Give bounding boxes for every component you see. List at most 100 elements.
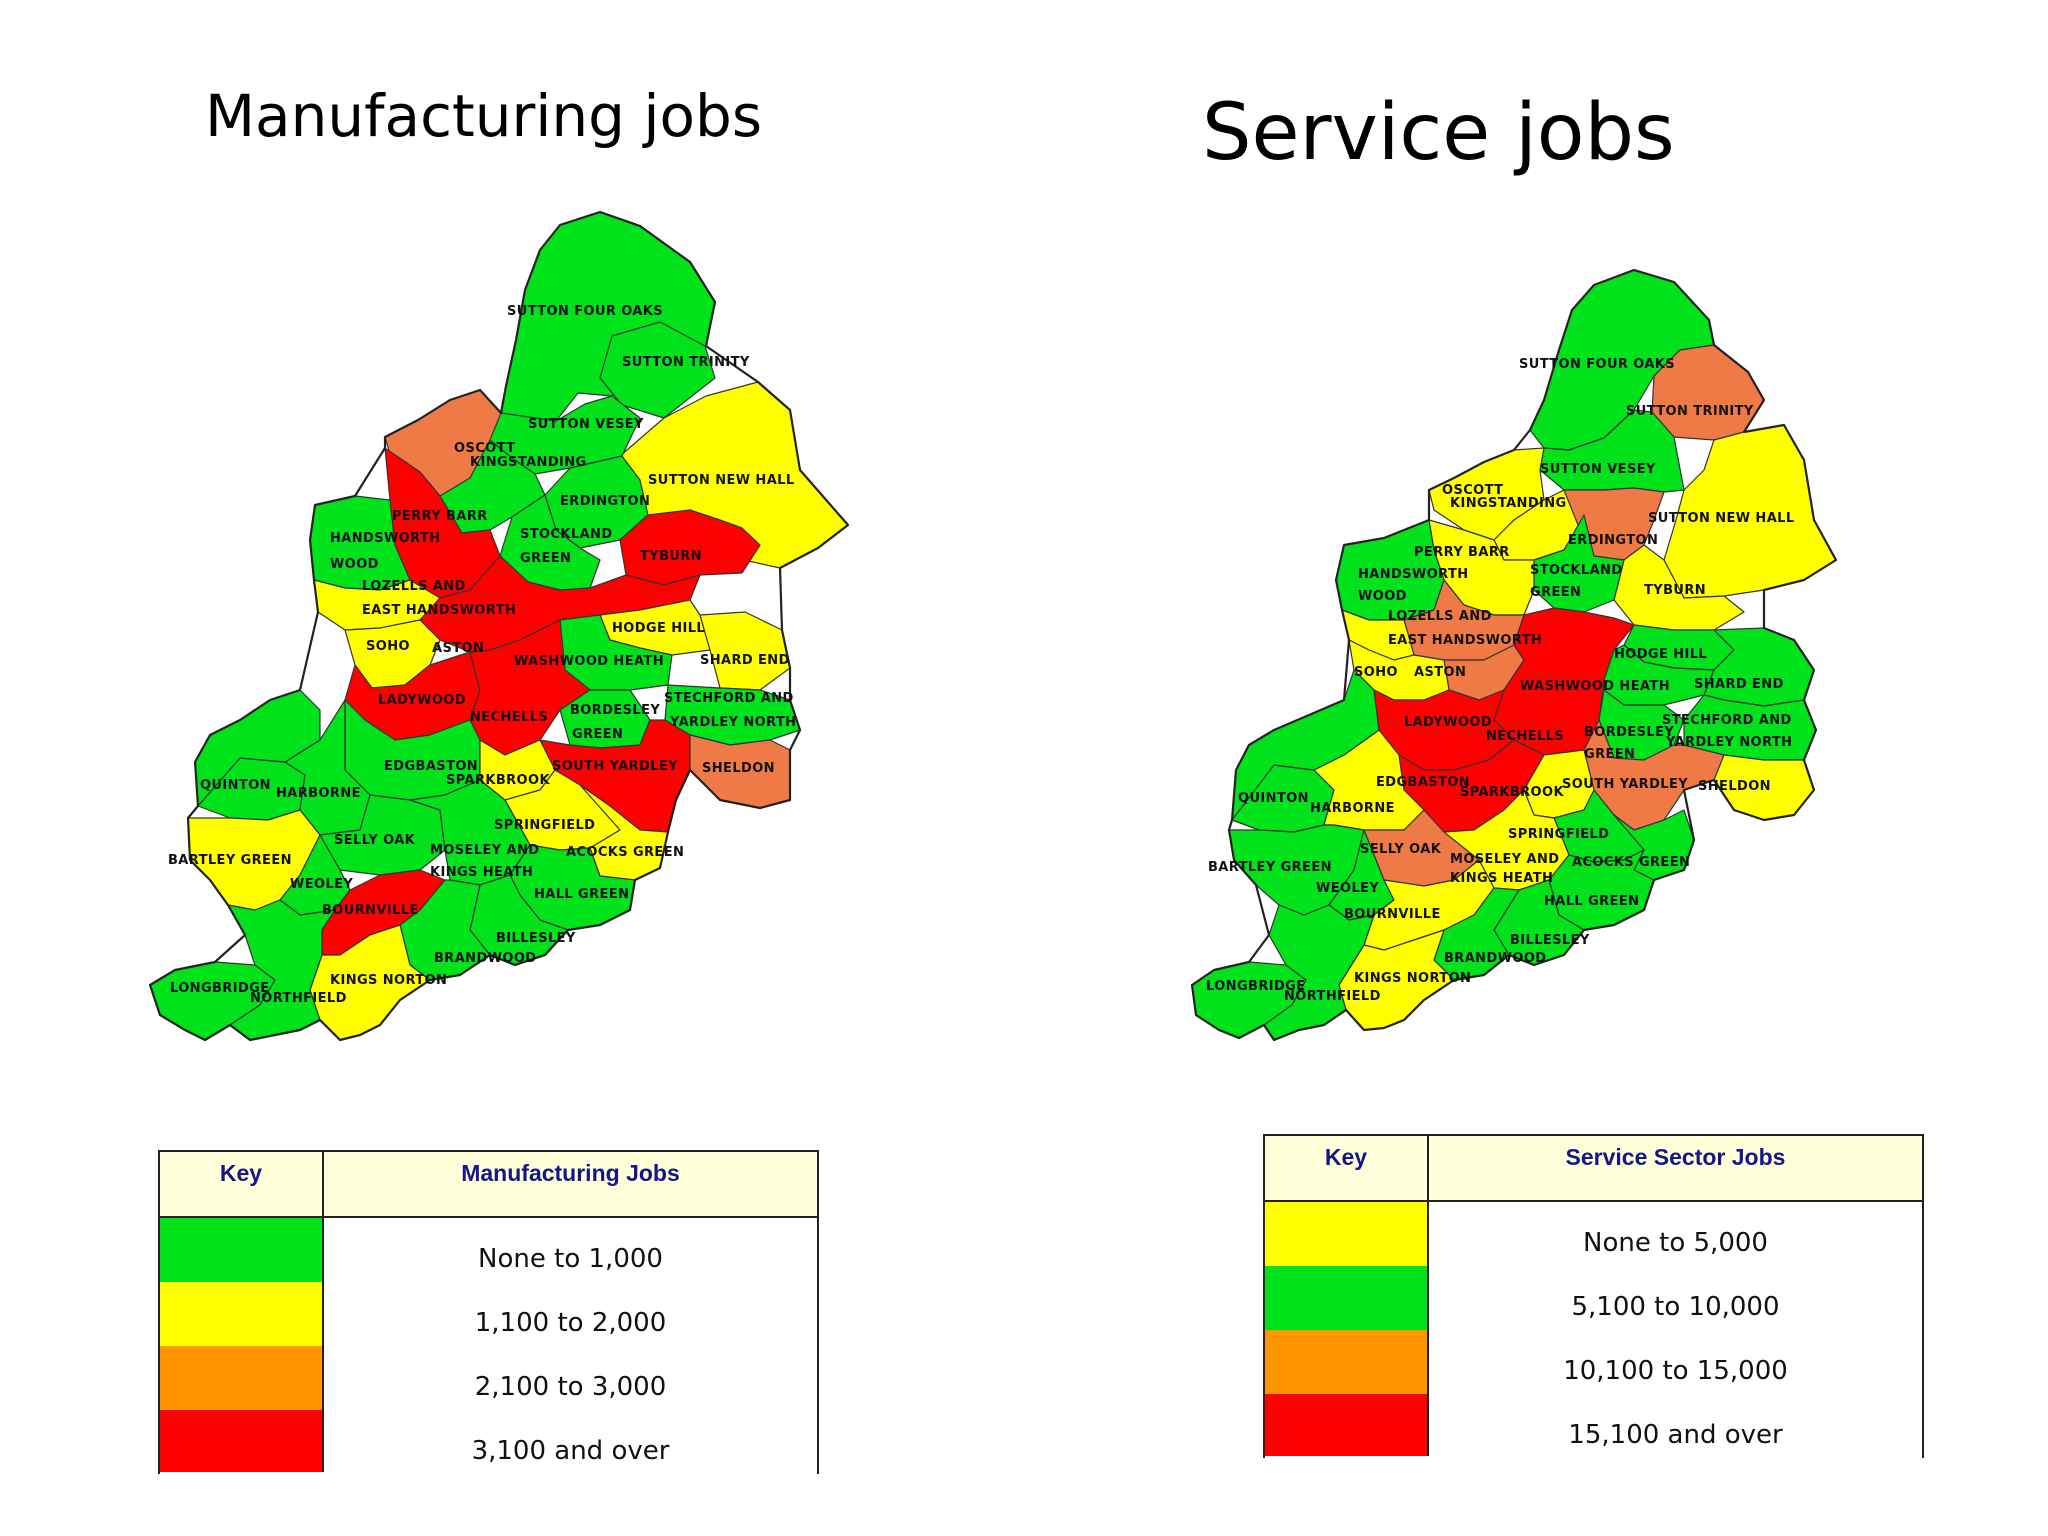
manufacturing-jobs-header: Manufacturing Jobs [461, 1160, 680, 1186]
map-outline [1190, 268, 1838, 1042]
label-harborne: HARBORNE [1310, 801, 1395, 816]
key-swatch-red [1265, 1394, 1429, 1456]
label-wood: WOOD [330, 557, 379, 572]
label-sparkbrook: SPARKBROOK [446, 773, 550, 788]
label-stechford-and: STECHFORD AND [664, 691, 794, 706]
label-bournville: BOURNVILLE [322, 903, 419, 918]
label-aston: ASTON [1414, 665, 1466, 680]
label-sutton-four-oaks: SUTTON FOUR OAKS [507, 304, 663, 319]
label-quinton: QUINTON [1238, 791, 1309, 806]
key-row: 15,100 and over [1265, 1394, 1922, 1456]
key-swatch-green [1265, 1266, 1429, 1330]
label-tyburn: TYBURN [1644, 583, 1706, 598]
label-moseley-and: MOSELEY AND [430, 843, 539, 858]
label-sparkbrook: SPARKBROOK [1460, 785, 1564, 800]
label-tyburn: TYBURN [640, 549, 702, 564]
key-label: 2,100 to 3,000 [474, 1372, 667, 1402]
key-row: 1,100 to 2,000 [160, 1282, 817, 1346]
label-aston: ASTON [432, 641, 484, 656]
key-swatch-yellow [1265, 1202, 1429, 1266]
label-oscott: OSCOTT [454, 441, 515, 456]
label-stockland: STOCKLAND [520, 527, 613, 542]
key-row: 2,100 to 3,000 [160, 1346, 817, 1410]
label-oscott: OSCOTT [1442, 483, 1503, 498]
manufacturing-map-title: Manufacturing jobs [205, 82, 763, 150]
label-hall-green: HALL GREEN [1544, 894, 1639, 909]
label-acocks-green: ACOCKS GREEN [566, 845, 684, 860]
label-kings-heath: KINGS HEATH [1450, 871, 1553, 886]
label-sutton-trinity: SUTTON TRINITY [1626, 404, 1754, 419]
label-weoley: WEOLEY [290, 877, 353, 892]
label-hodge-hill: HODGE HILL [612, 621, 705, 636]
label-bartley-green: BARTLEY GREEN [168, 853, 292, 868]
label-edgbaston: EDGBASTON [1376, 775, 1470, 790]
label-handsworth: HANDSWORTH [1358, 567, 1469, 582]
label-perry-barr: PERRY BARR [392, 509, 488, 524]
label-bournville: BOURNVILLE [1344, 907, 1441, 922]
label-perry-barr: PERRY BARR [1414, 545, 1510, 560]
label-erdington: ERDINGTON [560, 494, 650, 509]
service-map-title: Service jobs [1202, 88, 1675, 178]
label-hall-green: HALL GREEN [534, 887, 629, 902]
label-south-yardley: SOUTH YARDLEY [552, 759, 678, 774]
label-sheldon: SHELDON [702, 761, 775, 776]
label-nechells: NECHELLS [1486, 729, 1564, 744]
label-selly-oak: SELLY OAK [1360, 842, 1442, 857]
label-sutton-trinity: SUTTON TRINITY [622, 355, 750, 370]
label-handsworth: HANDSWORTH [330, 531, 441, 546]
label-longbridge: LONGBRIDGE [1206, 979, 1306, 994]
label-sutton-new-hall: SUTTON NEW HALL [1648, 511, 1795, 526]
key-row: 3,100 and over [160, 1410, 817, 1472]
key-swatch-orange [160, 1346, 324, 1410]
label-east-handsworth: EAST HANDSWORTH [1388, 633, 1542, 648]
label-brandwood: BRANDWOOD [1444, 951, 1546, 966]
label-bordesley: BORDESLEY [1584, 725, 1674, 740]
label-shard-end: SHARD END [700, 653, 790, 668]
label-kings-heath: KINGS HEATH [430, 865, 533, 880]
label-edgbaston: EDGBASTON [384, 759, 478, 774]
map-outline [148, 210, 850, 1042]
label-bartley-green: BARTLEY GREEN [1208, 860, 1332, 875]
key-swatch-orange [1265, 1330, 1429, 1394]
label-moseley-and: MOSELEY AND [1450, 852, 1559, 867]
label-soho: SOHO [1354, 665, 1398, 680]
label-billesley: BILLESLEY [1510, 933, 1590, 948]
label-bordesley-green: GREEN [572, 727, 623, 742]
key-label: 10,100 to 15,000 [1563, 1356, 1788, 1386]
service-sector-jobs-header: Service Sector Jobs [1565, 1144, 1786, 1170]
key-label: 15,100 and over [1568, 1420, 1783, 1450]
manufacturing-jobs-map: SUTTON FOUR OAKS SUTTON TRINITY SUTTON V… [148, 210, 850, 1042]
label-sutton-vesey: SUTTON VESEY [1540, 462, 1656, 477]
key-label: 3,100 and over [471, 1436, 670, 1466]
label-sutton-new-hall: SUTTON NEW HALL [648, 473, 795, 488]
ward-shard-end [699, 611, 791, 691]
label-nechells: NECHELLS [470, 710, 548, 725]
label-quinton: QUINTON [200, 778, 271, 793]
label-lozells-and: LOZELLS AND [1388, 609, 1492, 624]
label-selly-oak: SELLY OAK [334, 833, 416, 848]
label-sutton-four-oaks: SUTTON FOUR OAKS [1519, 357, 1675, 372]
key-swatch-green [160, 1218, 324, 1282]
label-east-handsworth: EAST HANDSWORTH [362, 603, 516, 618]
label-lozells-and: LOZELLS AND [362, 579, 466, 594]
key-label: None to 5,000 [1583, 1228, 1768, 1258]
key-label: 5,100 to 10,000 [1571, 1292, 1780, 1322]
label-harborne: HARBORNE [276, 786, 361, 801]
label-ladywood: LADYWOOD [1404, 715, 1492, 730]
label-northfield: NORTHFIELD [250, 991, 347, 1006]
key-column-header: Key [160, 1152, 324, 1216]
label-stechford-and: STECHFORD AND [1662, 713, 1792, 728]
label-longbridge: LONGBRIDGE [170, 981, 270, 996]
label-sheldon: SHELDON [1698, 779, 1771, 794]
label-green: GREEN [1530, 585, 1581, 600]
label-hodge-hill: HODGE HILL [1614, 647, 1707, 662]
label-bordesley: BORDESLEY [570, 703, 660, 718]
label-brandwood: BRANDWOOD [434, 951, 536, 966]
label-kings-norton: KINGS NORTON [1354, 971, 1471, 986]
key-label: None to 1,000 [478, 1244, 663, 1274]
key-row: None to 5,000 [1265, 1202, 1922, 1266]
label-yardley-north: YARDLEY NORTH [1665, 735, 1792, 750]
ward-tyburn [619, 509, 761, 586]
label-washwood-heath: WASHWOOD HEATH [1520, 679, 1670, 694]
key-label: 1,100 to 2,000 [474, 1308, 667, 1338]
